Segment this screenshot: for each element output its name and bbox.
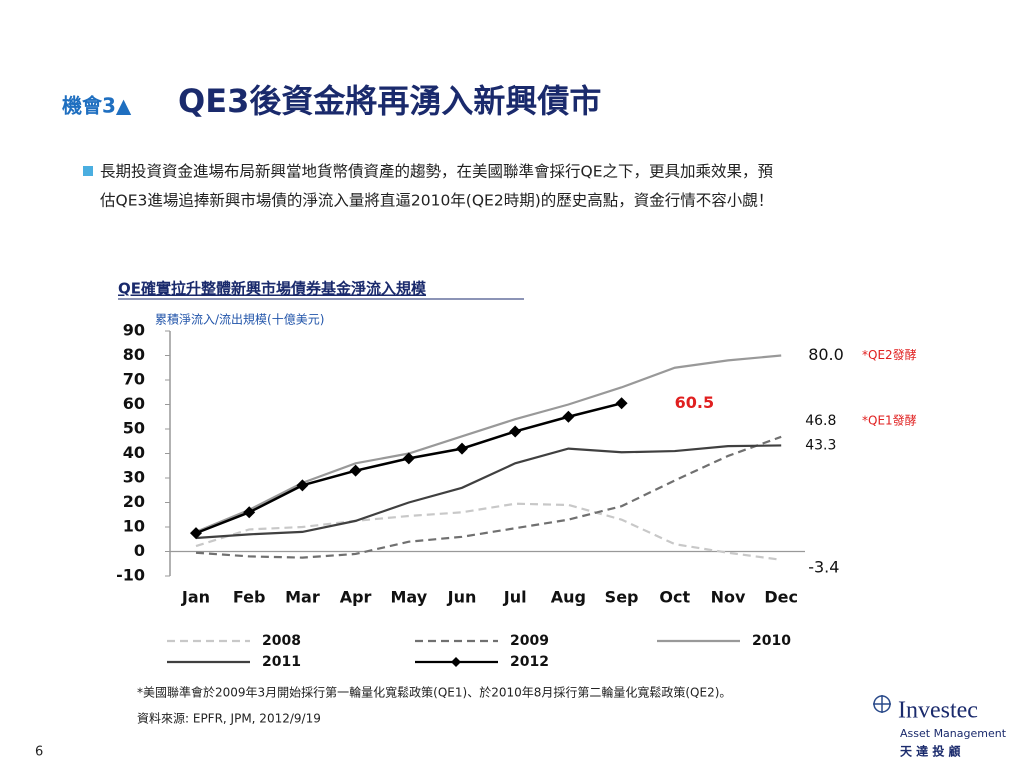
- series-line: [195, 502, 782, 561]
- x-tick-label: Apr: [340, 588, 372, 607]
- y-tick-label: -10: [116, 566, 145, 585]
- series-marker: [243, 506, 256, 519]
- x-tick-label: Mar: [285, 588, 320, 607]
- x-tick-label: Nov: [711, 588, 746, 607]
- header-title: QE3後資金將再湧入新興債市: [178, 82, 601, 120]
- legend-label: 2012: [510, 654, 549, 670]
- x-tick-label: Jan: [181, 588, 210, 607]
- bullet-line: 估QE3進場追捧新興市場債的淨流入量將直逼2010年(QE2時期)的歷史高點，資…: [100, 192, 773, 210]
- series-line: [195, 402, 622, 535]
- series-marker: [349, 464, 362, 477]
- legend-label: 2011: [262, 654, 301, 670]
- footnote: 資料來源: EPFR, JPM, 2012/9/19: [137, 712, 321, 726]
- series-line: [195, 444, 782, 540]
- y-tick-label: 60: [123, 394, 145, 413]
- y-tick-label: 10: [123, 517, 145, 536]
- y-tick-label: 0: [134, 541, 145, 560]
- series-marker: [296, 479, 309, 492]
- value-label: 46.8: [805, 413, 836, 429]
- logo-name: Investec: [898, 698, 978, 724]
- logo-local: 天 達 投 顧: [900, 744, 961, 759]
- bullet-icon: [83, 166, 93, 176]
- series-marker: [562, 410, 575, 423]
- value-label: 43.3: [805, 437, 836, 453]
- legend-marker: [451, 657, 461, 667]
- series-marker: [509, 425, 522, 438]
- value-label: 60.5: [675, 393, 714, 412]
- x-tick-label: Dec: [764, 588, 798, 607]
- x-tick-label: Aug: [551, 588, 586, 607]
- annotation: *QE1發酵: [862, 412, 917, 427]
- bullet-line: 長期投資資金進場布局新興當地貨幣債資產的趨勢，在美國聯準會採行QE之下，更具加乘…: [100, 163, 773, 181]
- y-tick-label: 80: [123, 345, 145, 364]
- series-line: [195, 354, 782, 533]
- y-tick-label: 90: [123, 321, 145, 340]
- series-marker: [190, 527, 202, 540]
- x-tick-label: Jul: [503, 588, 527, 607]
- logo-sub: Asset Management: [900, 727, 1007, 740]
- x-tick-label: Oct: [659, 588, 690, 607]
- series-line: [195, 435, 782, 559]
- header-tag: 機會3▲: [62, 94, 132, 118]
- series-marker: [402, 452, 415, 465]
- y-tick-label: 20: [123, 492, 145, 511]
- x-tick-label: May: [390, 588, 427, 607]
- legend-label: 2008: [262, 633, 301, 649]
- x-tick-label: Jun: [447, 588, 477, 607]
- value-label: -3.4: [808, 557, 839, 576]
- page-number: 6: [35, 745, 43, 760]
- y-tick-label: 50: [123, 419, 145, 438]
- x-tick-label: Feb: [233, 588, 266, 607]
- annotation: *QE2發酵: [862, 347, 917, 362]
- series-marker: [456, 442, 468, 455]
- series-marker: [615, 397, 628, 410]
- legend-label: 2009: [510, 633, 549, 649]
- logo: Investec Asset Management 天 達 投 顧: [873, 695, 1007, 759]
- y-tick-label: 30: [123, 468, 145, 487]
- y-axis-label: 累積淨流入/流出規模(十億美元): [155, 312, 324, 327]
- footnote: *美國聯準會於2009年3月開始採行第一輪量化寬鬆政策(QE1)、於2010年8…: [137, 685, 731, 700]
- y-tick-label: 40: [123, 443, 145, 462]
- chart-title: QE確實拉升整體新興市場債券基金淨流入規模: [118, 280, 427, 298]
- x-tick-label: Sep: [605, 588, 639, 607]
- y-tick-label: 70: [123, 370, 145, 389]
- legend-label: 2010: [752, 633, 791, 649]
- value-label: 80.0: [808, 345, 844, 364]
